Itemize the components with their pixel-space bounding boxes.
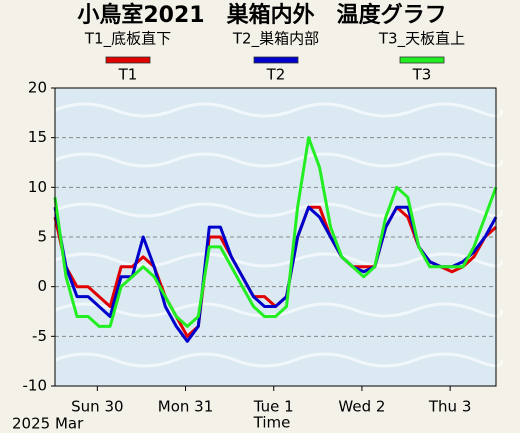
series-line (53, 136, 498, 328)
legend-description: T1_底板直下 (84, 30, 171, 49)
y-tick-label: 5 (37, 228, 47, 246)
plot-frame (54, 87, 497, 387)
x-tick-label: Thu 3 (428, 398, 472, 416)
x-tick-label: Mon 31 (158, 398, 213, 416)
y-tick-label: 0 (37, 277, 47, 295)
legend-label: T3 (412, 66, 432, 84)
y-tick-label: -5 (32, 327, 47, 345)
y-tick-label: 20 (28, 79, 47, 97)
x-tick-label: Tue 1 (253, 398, 294, 416)
legend-label: T2 (266, 66, 286, 84)
chart-title: 小鳥室2021 巣箱内外 温度グラフ (77, 2, 446, 28)
legend-label: T1 (118, 66, 138, 84)
legend-swatch (253, 56, 299, 64)
legend-description: T2_巣箱内部 (232, 30, 319, 49)
x-axis-sublabel: 2025 Mar (12, 415, 84, 433)
plot-pattern (54, 102, 503, 368)
legend-description: T3_天板直上 (378, 30, 465, 49)
x-tick-label: Sun 30 (71, 398, 123, 416)
x-tick-label: Wed 2 (338, 398, 385, 416)
y-tick-label: -10 (23, 377, 48, 395)
y-tick-label: 10 (28, 178, 47, 196)
x-axis-label: Time (253, 414, 291, 432)
legend-swatch (399, 56, 445, 64)
legend-swatch (105, 56, 151, 64)
y-tick-label: 15 (28, 128, 47, 146)
